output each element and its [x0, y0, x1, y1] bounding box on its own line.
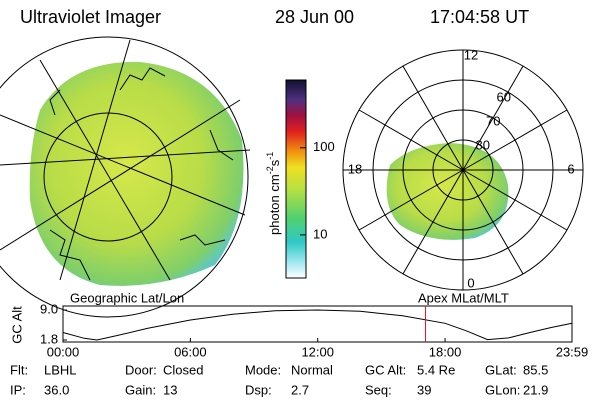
polar-spoke [402, 169, 464, 275]
altitude-label: GC Alt [9, 306, 24, 344]
info-label: Dsp: [245, 382, 272, 397]
info-value: 85.5 [523, 362, 548, 377]
info-label: Seq: [365, 382, 392, 397]
info-value: 21.9 [523, 382, 548, 397]
info-label: GC Alt: [365, 362, 406, 377]
y-tick-label: 9.0 [40, 301, 58, 316]
altitude-curve [62, 309, 573, 341]
colorbar-tick-label: 10 [313, 226, 327, 241]
polar-spoke [358, 169, 464, 231]
info-value: 5.4 Re [417, 362, 455, 377]
colorbar [285, 79, 307, 279]
polar-spoke [462, 109, 568, 171]
altitude-frame [62, 305, 573, 343]
info-label: GLon: [485, 382, 520, 397]
mlt-label: 12 [464, 47, 478, 62]
time: 17:04:58 UT [430, 7, 529, 27]
mlt-label: 18 [348, 161, 362, 176]
y-tick-label: 1.8 [40, 331, 58, 346]
info-value: 2.7 [291, 382, 309, 397]
frame-label: Geographic Lat/Lon [70, 290, 184, 305]
frame-label: Apex MLat/MLT [418, 290, 509, 305]
x-tick-label: 18:00 [429, 344, 462, 359]
polar-spoke [358, 109, 464, 171]
mlt-label: 6 [567, 161, 574, 176]
ring-label: 60 [497, 89, 511, 104]
title: Ultraviolet Imager [20, 7, 161, 27]
info-value: LBHL [44, 362, 77, 377]
colorbar-tick-label: 100 [313, 139, 335, 154]
polar-spoke [462, 169, 524, 275]
x-tick-label: 12:00 [301, 344, 334, 359]
polar-spoke [402, 65, 464, 171]
x-tick-label: 00:00 [47, 344, 80, 359]
info-label: Mode: [245, 362, 281, 377]
colorbar-label: photon cm-2s-1 [265, 152, 282, 235]
polar-spoke [462, 65, 524, 171]
date: 28 Jun 00 [275, 7, 354, 27]
info-value: Normal [291, 362, 333, 377]
info-value: 39 [417, 382, 431, 397]
x-tick-label: 23:59 [556, 344, 589, 359]
info-value: 13 [163, 382, 177, 397]
x-tick-label: 06:00 [174, 344, 207, 359]
info-label: Door: [125, 362, 157, 377]
info-label: IP: [10, 382, 26, 397]
mlt-label: 0 [467, 275, 474, 290]
polar-image [386, 143, 509, 240]
info-value: Closed [163, 362, 203, 377]
info-label: Flt: [10, 362, 28, 377]
info-label: GLat: [485, 362, 517, 377]
info-label: Gain: [125, 382, 156, 397]
info-value: 36.0 [44, 382, 69, 397]
polar-spoke [462, 169, 568, 231]
geo-image [0, 36, 251, 318]
